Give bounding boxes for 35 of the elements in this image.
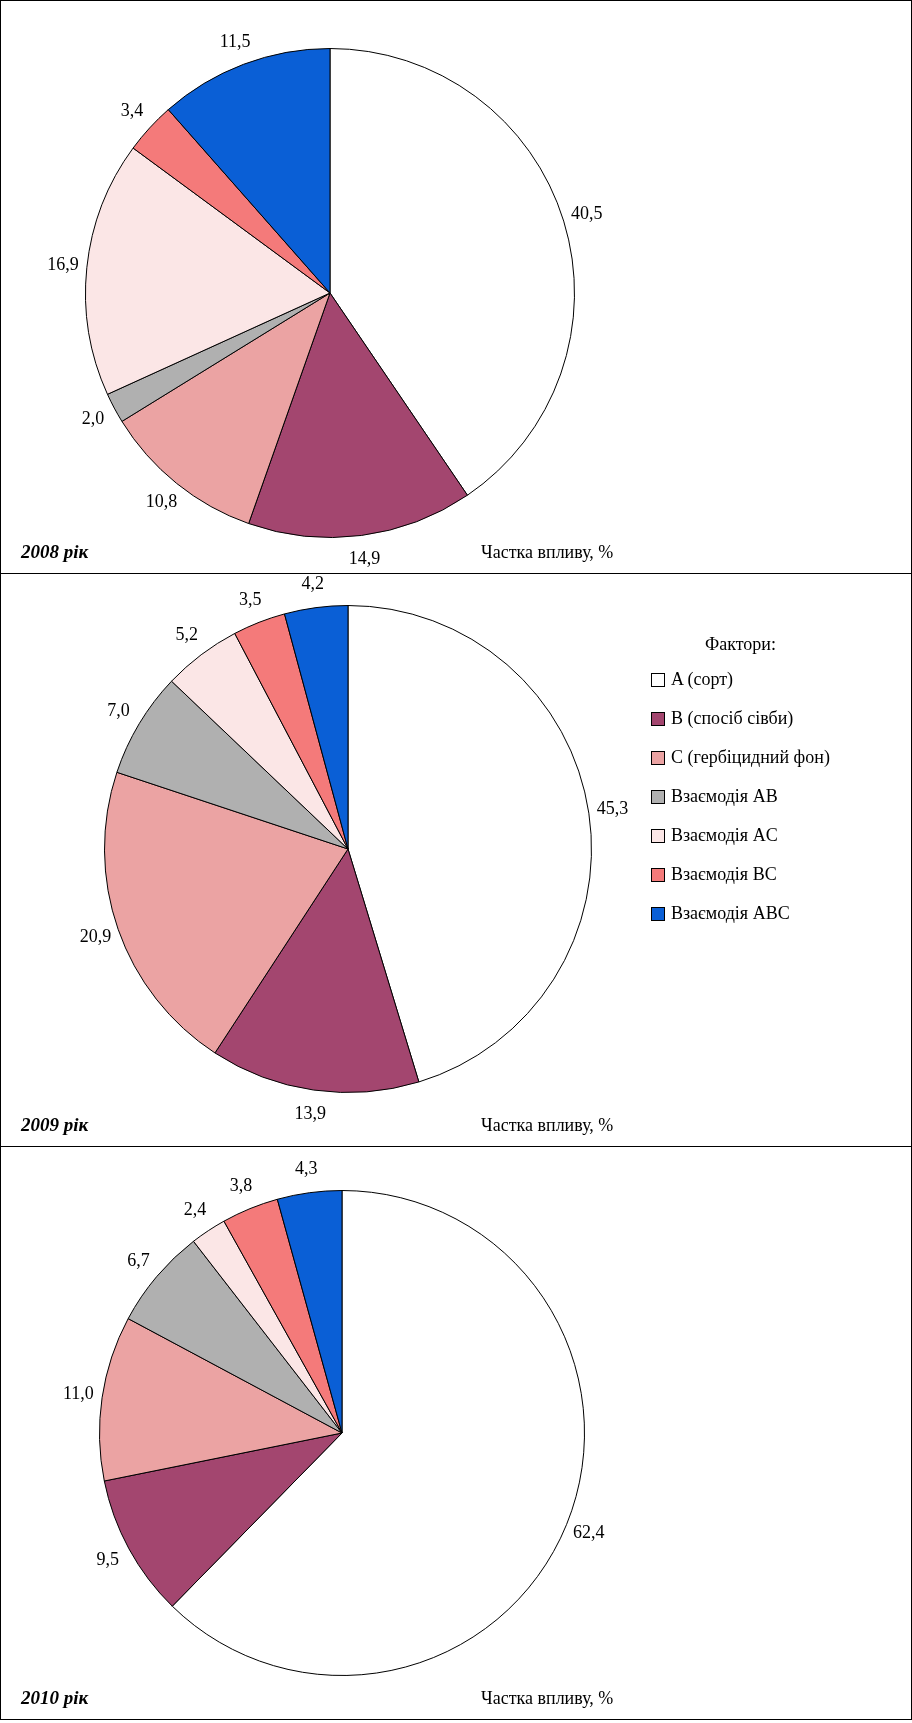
data-label: 20,9 <box>79 925 112 946</box>
legend-label: A (сорт) <box>671 669 734 690</box>
text: 2010 рік <box>21 1687 89 1709</box>
data-label: 16,9 <box>47 253 79 274</box>
data-label: 13,9 <box>294 1102 327 1123</box>
data-label: 3,8 <box>229 1175 253 1196</box>
data-label: 11,5 <box>219 30 251 51</box>
data-label: 3,5 <box>239 588 262 609</box>
data-label: 14,9 <box>348 548 381 569</box>
data-label: 40,5 <box>570 202 603 223</box>
data-label: 7,0 <box>107 700 130 721</box>
data-label: 4,2 <box>301 572 325 593</box>
data-label: 2,4 <box>183 1199 207 1220</box>
data-label: 62,4 <box>572 1522 605 1543</box>
legend-label: Взаємодія AC <box>671 825 778 846</box>
legend-label: C (гербіцидний фон) <box>671 747 830 768</box>
data-label: 4,3 <box>294 1157 318 1178</box>
data-label: 5,2 <box>175 624 198 645</box>
text: 2008 рік <box>21 541 89 563</box>
data-label: 2,0 <box>81 408 105 429</box>
data-label: 11,0 <box>62 1382 94 1403</box>
text: Частка впливу, % <box>481 542 614 563</box>
legend-title: Фактори: <box>703 634 777 655</box>
data-label: 10,8 <box>145 490 178 511</box>
legend-label: Взаємодія AB <box>671 786 778 807</box>
data-label: 6,7 <box>127 1249 150 1270</box>
legend-label: B (спосіб сівби) <box>671 708 794 729</box>
text: Частка впливу, % <box>481 1688 614 1709</box>
data-label: 45,3 <box>596 798 629 819</box>
data-label: 3,4 <box>120 100 144 121</box>
legend-label: Взаємодія BC <box>671 864 777 885</box>
text: Частка впливу, % <box>481 1115 614 1136</box>
data-label: 9,5 <box>96 1548 120 1569</box>
text: 2009 рік <box>21 1114 89 1136</box>
legend-label: Взаємодія ABC <box>671 903 790 924</box>
